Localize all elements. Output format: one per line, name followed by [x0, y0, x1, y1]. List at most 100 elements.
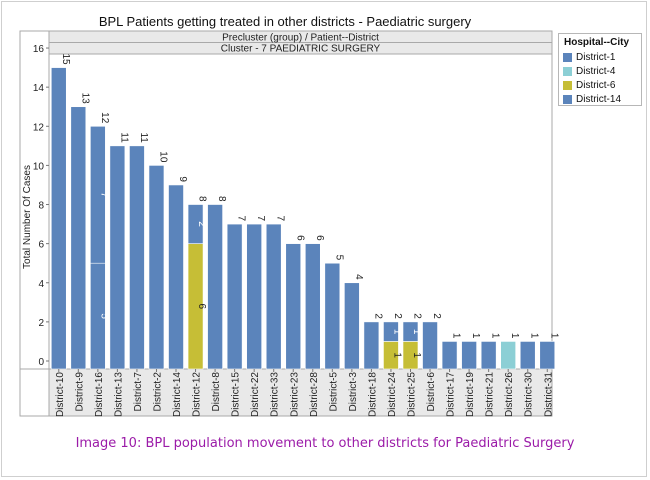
legend-swatch	[563, 80, 572, 90]
bar-segment	[168, 184, 184, 370]
total-label: 15	[60, 53, 71, 65]
total-label: 1	[509, 333, 520, 339]
category-label: District-16	[94, 372, 105, 417]
legend-label: District-1	[576, 51, 616, 63]
total-label: 2	[372, 313, 383, 319]
category-band	[48, 368, 553, 417]
y-tick-label: 14	[33, 83, 45, 94]
bar-segment	[500, 341, 516, 370]
bar-segment	[285, 243, 302, 370]
category-label: District-17	[446, 372, 457, 417]
bar-segment	[324, 262, 341, 370]
total-label: 1	[490, 333, 501, 339]
category-label: District-8	[211, 372, 222, 412]
legend: Hospital--City District-1 District-4 Dis…	[558, 33, 642, 106]
segment-label: 2	[196, 221, 207, 227]
bar-segment	[422, 321, 438, 370]
category-label: District-10	[55, 372, 66, 417]
figure-caption: Image 10: BPL population movement to oth…	[75, 436, 575, 451]
total-label: 10	[157, 151, 168, 163]
total-label: 7	[255, 216, 266, 222]
bar-segment	[539, 341, 556, 370]
total-label: 7	[236, 216, 247, 222]
bar-segment	[383, 321, 399, 342]
legend-title: Hospital--City	[564, 37, 629, 48]
legend-label: District-6	[576, 79, 616, 91]
total-label: 1	[470, 333, 481, 339]
category-label: District-30	[524, 372, 535, 417]
bar-segment	[246, 223, 262, 370]
y-tick-label: 4	[38, 279, 44, 290]
category-label: District-2	[152, 372, 163, 412]
total-label: 9	[177, 176, 188, 182]
category-label: District-3	[348, 372, 359, 412]
category-label: District-5	[328, 372, 339, 412]
category-label: District-14	[172, 372, 183, 417]
bar-segment	[265, 223, 282, 370]
bar-segment	[226, 223, 243, 370]
category-label: District-19	[465, 372, 476, 417]
bar-segment	[70, 106, 87, 370]
category-label: District-33	[270, 372, 281, 417]
legend-item: District-4	[559, 64, 641, 78]
cluster-header: Cluster - 7 PAEDIATRIC SURGERY	[221, 44, 381, 55]
category-label: District-9	[74, 372, 85, 412]
category-label: District-7	[133, 372, 144, 412]
total-label: 5	[333, 255, 344, 261]
y-tick-label: 8	[38, 201, 44, 212]
segment-label: 1	[411, 329, 422, 335]
bar-segment	[304, 243, 321, 370]
segment-label: 1	[391, 329, 402, 335]
category-label: District-31	[543, 372, 554, 417]
segment-label: 1	[411, 352, 422, 358]
legend-item: District-1	[559, 50, 641, 64]
legend-item: District-6	[559, 78, 641, 92]
y-tick-label: 2	[38, 318, 44, 329]
total-label: 1	[529, 333, 540, 339]
total-label: 2	[431, 313, 442, 319]
category-label: District-28	[309, 372, 320, 417]
category-label: District-25	[406, 372, 417, 417]
total-label: 2	[411, 313, 422, 319]
bar-segment	[519, 341, 536, 370]
bar-segment	[480, 341, 497, 370]
legend-swatch	[563, 52, 572, 62]
bar-segment	[461, 341, 477, 370]
total-label: 7	[275, 216, 286, 222]
total-label: 6	[294, 235, 305, 241]
legend-item: District-14	[559, 92, 641, 106]
category-label: District-6	[426, 372, 437, 412]
category-label: District-21	[485, 372, 496, 417]
precluster-header: Precluster (group) / Patient--District	[222, 33, 379, 44]
segment-label: 1	[391, 352, 402, 358]
category-label: District-15	[231, 372, 242, 417]
total-label: 11	[138, 132, 149, 143]
total-label: 8	[197, 196, 208, 202]
category-label: District-18	[367, 372, 378, 417]
bar-segment	[90, 125, 106, 264]
segment-label: 7	[98, 192, 109, 198]
y-tick-label: 12	[33, 122, 45, 133]
segment-label: 5	[98, 313, 109, 319]
total-label: 8	[216, 196, 227, 202]
bar-segment	[344, 282, 360, 370]
chart-title: BPL Patients getting treated in other di…	[98, 14, 472, 29]
bar-segment	[402, 321, 419, 342]
bar-segment	[129, 145, 145, 370]
legend-label: District-14	[576, 93, 622, 105]
y-tick-label: 16	[33, 44, 45, 55]
bar-segment	[109, 145, 126, 370]
total-label: 6	[314, 235, 325, 241]
category-label: District-13	[113, 372, 124, 417]
category-label: District-22	[250, 372, 261, 417]
y-tick-label: 10	[33, 161, 45, 172]
category-label: District-12	[192, 372, 203, 417]
segment-label: 6	[196, 304, 207, 310]
category-label: District-23	[289, 372, 300, 417]
total-label: 1	[548, 333, 559, 339]
y-axis-band	[19, 30, 50, 417]
legend-swatch	[563, 66, 572, 76]
total-label: 11	[118, 132, 129, 143]
